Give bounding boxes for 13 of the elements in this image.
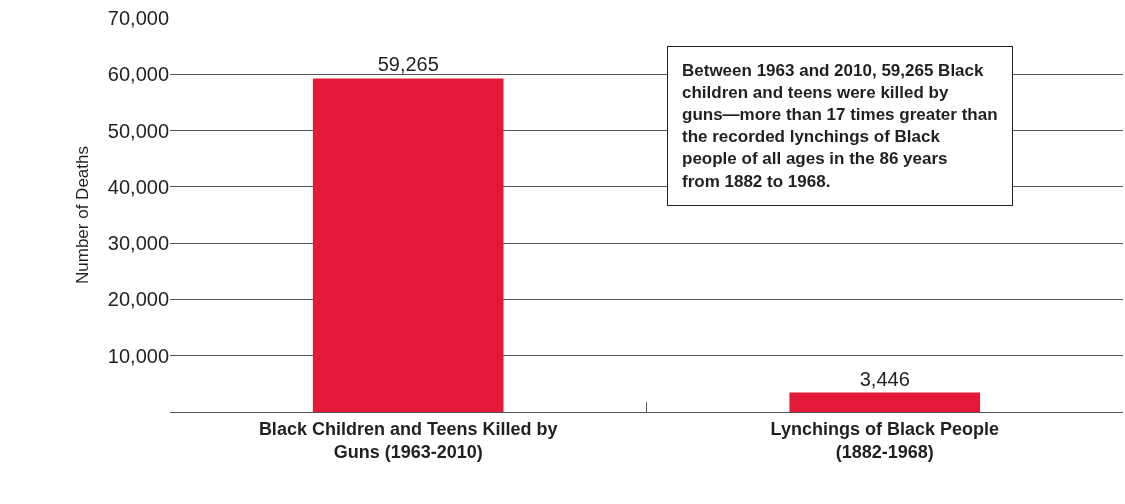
y-tick-label: 20,000 [107, 288, 169, 311]
y-tick-label: 70,000 [107, 7, 169, 29]
annotation: Between 1963 and 2010, 59,265 Black children and teens were killed by guns—more than 17 times greater than the recorded lynchings of Black people of all ages in the 86 years from 1882 to 1968. [682, 61, 998, 191]
y-tick-label: 50,000 [107, 119, 169, 142]
data-label: 59,265 [377, 53, 439, 76]
y-tick-label: 40,000 [107, 175, 169, 198]
y-axis-title: Number of Deaths [73, 146, 93, 284]
y-tick-label: 30,000 [107, 232, 169, 255]
x-tick-label: Black Children and Teens Killed by Guns (1963-2010) [258, 418, 558, 462]
y-tick-label: 10,000 [107, 344, 169, 367]
x-tick-label: Lynchings of Black People (1882-1968) [770, 418, 999, 462]
data-label: 3,446 [859, 367, 910, 390]
y-tick-label: 60,000 [107, 63, 169, 86]
